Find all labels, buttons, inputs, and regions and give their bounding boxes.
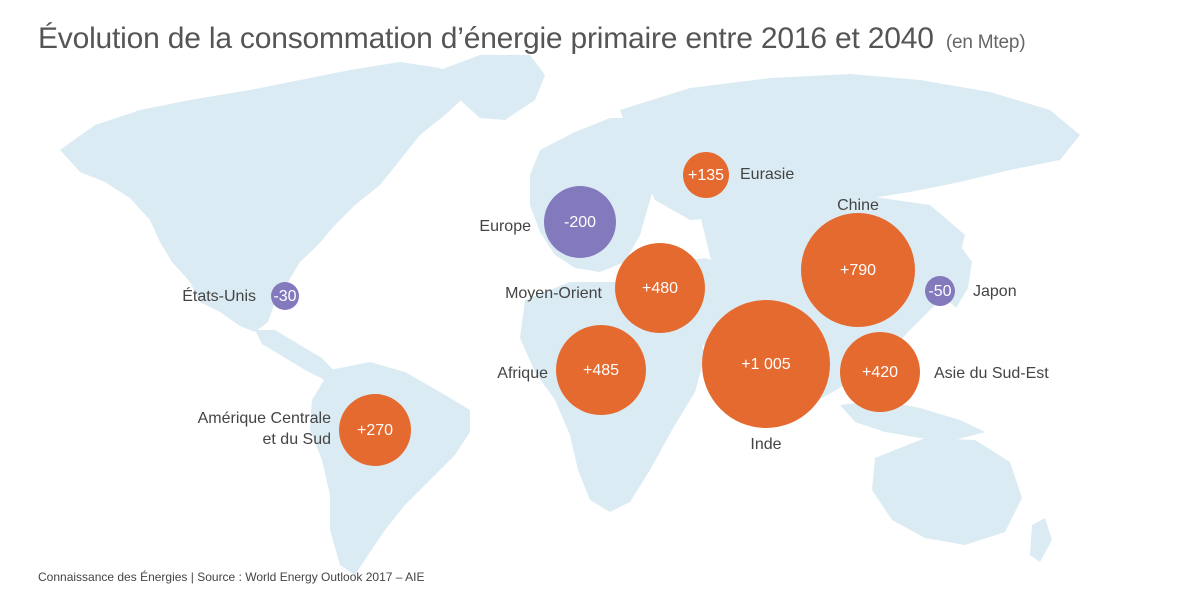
region-label-layer: États-Unis Amérique Centrale et du Sud Euro…	[182, 166, 1049, 453]
region-label-moyen-orient: Moyen-Orient	[505, 285, 602, 302]
bubble-eurasie	[683, 152, 729, 198]
bubble-value-etats-unis: -30	[273, 288, 296, 305]
region-label-inde: Inde	[750, 436, 781, 453]
land-south-america	[310, 362, 470, 575]
land-greenland	[440, 55, 545, 120]
bubble-value-japon: -50	[928, 283, 951, 300]
source-credit: Connaissance des Énergies | Source : Wor…	[38, 570, 425, 584]
bubble-layer: -30 +270 -200 +135 +480 +485 +1 005 +790 -50 +420	[271, 152, 955, 466]
bubble-value-afrique: +485	[583, 362, 619, 379]
region-label-amerique-centrale-sud-line-1: Amérique Centrale	[198, 410, 332, 427]
bubble-amerique-centrale-sud	[339, 394, 411, 466]
bubble-inde	[702, 300, 830, 428]
bubble-japon	[925, 276, 955, 306]
bubble-afrique	[556, 325, 646, 415]
region-label-europe: Europe	[479, 218, 531, 235]
land-new-zealand	[1030, 518, 1052, 562]
bubble-europe	[544, 186, 616, 258]
land-eurasia	[620, 74, 1080, 220]
title-text: Évolution de la consommation d’énergie p…	[38, 22, 934, 55]
bubble-value-asie-du-sud-est: +420	[862, 364, 898, 381]
bubble-value-inde: +1 005	[741, 356, 790, 373]
region-label-amerique-centrale-sud-line-2: et du Sud	[263, 431, 332, 448]
land-north-america	[60, 62, 470, 332]
bubble-asie-du-sud-est	[840, 332, 920, 412]
bubble-moyen-orient	[615, 243, 705, 333]
region-label-chine: Chine	[837, 197, 879, 214]
title-unit: (en Mtep)	[945, 32, 1026, 53]
region-label-asie-du-sud-est: Asie du Sud-Est	[934, 365, 1049, 382]
land-central-america	[255, 330, 335, 380]
region-label-japon: Japon	[973, 283, 1017, 300]
land-masses	[60, 55, 1080, 575]
bubble-value-europe: -200	[564, 214, 596, 231]
region-label-etats-unis: États-Unis	[182, 286, 256, 305]
bubble-chine	[801, 213, 915, 327]
bubble-value-chine: +790	[840, 262, 876, 279]
region-label-eurasie: Eurasie	[740, 166, 794, 183]
bubble-etats-unis	[271, 282, 299, 310]
bubble-value-moyen-orient: +480	[642, 280, 678, 297]
region-label-afrique: Afrique	[497, 365, 548, 382]
bubble-value-eurasie: +135	[688, 167, 724, 184]
map-title: Évolution de la consommation d’énergie p…	[38, 22, 1026, 56]
land-australia	[872, 438, 1022, 545]
bubble-value-amerique-centrale-sud: +270	[357, 422, 393, 439]
